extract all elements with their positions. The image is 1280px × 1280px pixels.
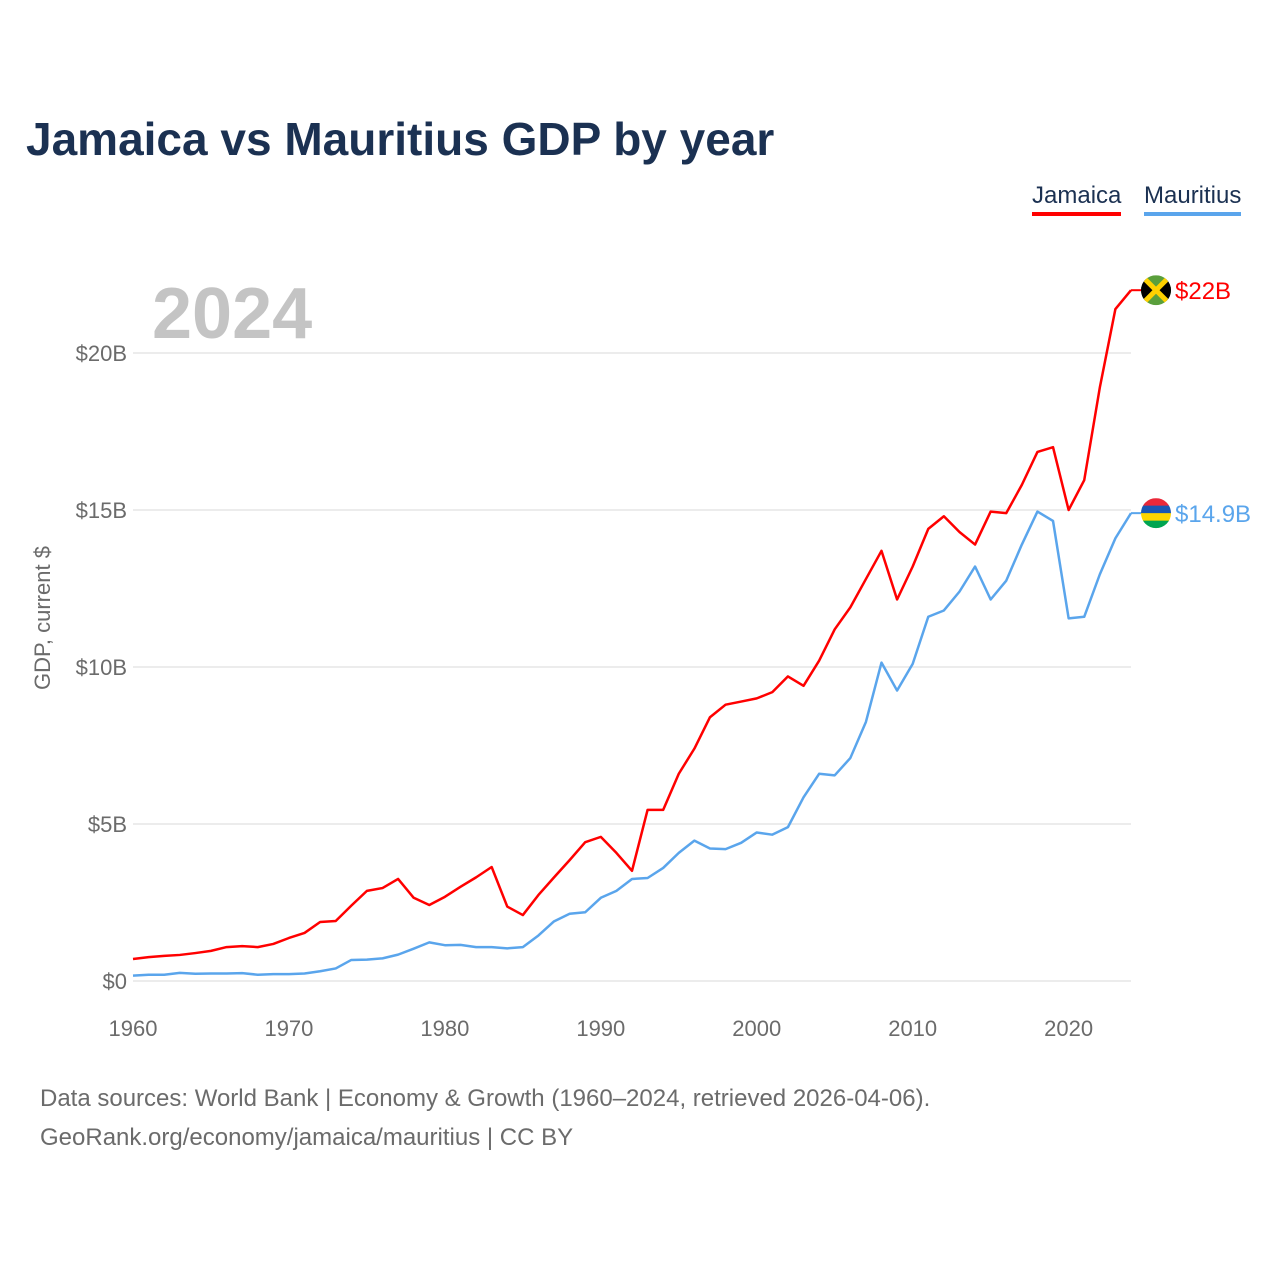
mauritius-flag-icon — [1141, 498, 1171, 529]
series-line-jamaica — [132, 289, 1132, 961]
y-axis-label: GDP, current $ — [30, 546, 55, 690]
x-tick-label: 2010 — [888, 1016, 937, 1041]
y-tick-label: $10B — [76, 655, 127, 680]
x-tick-label: 2000 — [732, 1016, 781, 1041]
source-url: GeoRank.org/economy/jamaica/mauritius | … — [40, 1124, 574, 1151]
y-tick-label: $20B — [76, 341, 127, 366]
y-tick-label: $15B — [76, 498, 127, 523]
series-line-mauritius — [132, 510, 1133, 977]
end-value-label-mauritius: $14.9B — [1175, 501, 1251, 528]
legend-mauritius[interactable]: Mauritius — [1144, 182, 1242, 216]
jamaica-flag-icon — [1141, 275, 1171, 306]
x-tick-label: 1990 — [576, 1016, 625, 1041]
legend-jamaica[interactable]: Jamaica — [1032, 182, 1122, 216]
y-tick-label: $5B — [88, 812, 127, 837]
year-watermark: 2024 — [152, 274, 312, 354]
chart-title: Jamaica vs Mauritius GDP by year — [26, 113, 775, 165]
source-note: Data sources: World Bank | Economy & Gro… — [40, 1085, 931, 1112]
x-tick-label: 1970 — [264, 1016, 313, 1041]
end-value-label-jamaica: $22B — [1175, 278, 1231, 305]
x-tick-label: 1980 — [420, 1016, 469, 1041]
x-tick-label: 1960 — [109, 1016, 158, 1041]
x-tick-label: 2020 — [1044, 1016, 1093, 1041]
y-tick-label: $0 — [103, 969, 127, 994]
